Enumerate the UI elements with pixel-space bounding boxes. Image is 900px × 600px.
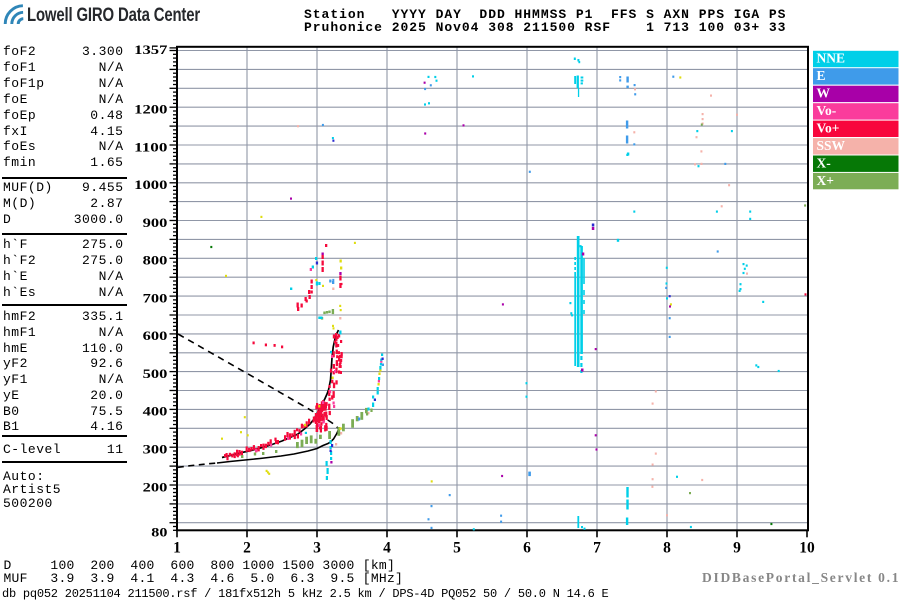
svg-text:8: 8 xyxy=(663,540,671,557)
svg-text:9: 9 xyxy=(733,540,741,557)
svg-text:400: 400 xyxy=(143,404,168,419)
svg-text:300: 300 xyxy=(143,442,168,457)
svg-text:200: 200 xyxy=(143,479,168,494)
svg-text:X+: X+ xyxy=(817,173,834,188)
svg-text:600: 600 xyxy=(143,328,168,343)
svg-text:3: 3 xyxy=(313,540,321,557)
svg-text:7: 7 xyxy=(593,540,601,557)
svg-text:Vo-: Vo- xyxy=(817,103,837,118)
svg-text:700: 700 xyxy=(143,290,168,305)
svg-text:E: E xyxy=(817,68,826,83)
svg-text:W: W xyxy=(817,86,831,101)
svg-text:X-: X- xyxy=(817,155,831,170)
svg-text:800: 800 xyxy=(143,253,168,268)
svg-text:1200: 1200 xyxy=(134,102,167,117)
svg-text:1100: 1100 xyxy=(134,139,167,154)
svg-text:NNE: NNE xyxy=(817,51,846,66)
svg-text:6: 6 xyxy=(523,540,531,557)
svg-text:1: 1 xyxy=(173,540,181,557)
svg-text:SSW: SSW xyxy=(817,138,846,153)
svg-text:Vo+: Vo+ xyxy=(817,121,840,136)
svg-text:1357: 1357 xyxy=(134,42,168,57)
svg-text:900: 900 xyxy=(143,215,168,230)
svg-text:4: 4 xyxy=(383,540,391,557)
svg-text:80: 80 xyxy=(151,525,167,540)
svg-text:2: 2 xyxy=(243,540,251,557)
svg-text:5: 5 xyxy=(453,540,461,557)
svg-text:500: 500 xyxy=(143,366,168,381)
svg-text:1000: 1000 xyxy=(134,177,167,192)
svg-text:10: 10 xyxy=(799,540,815,557)
